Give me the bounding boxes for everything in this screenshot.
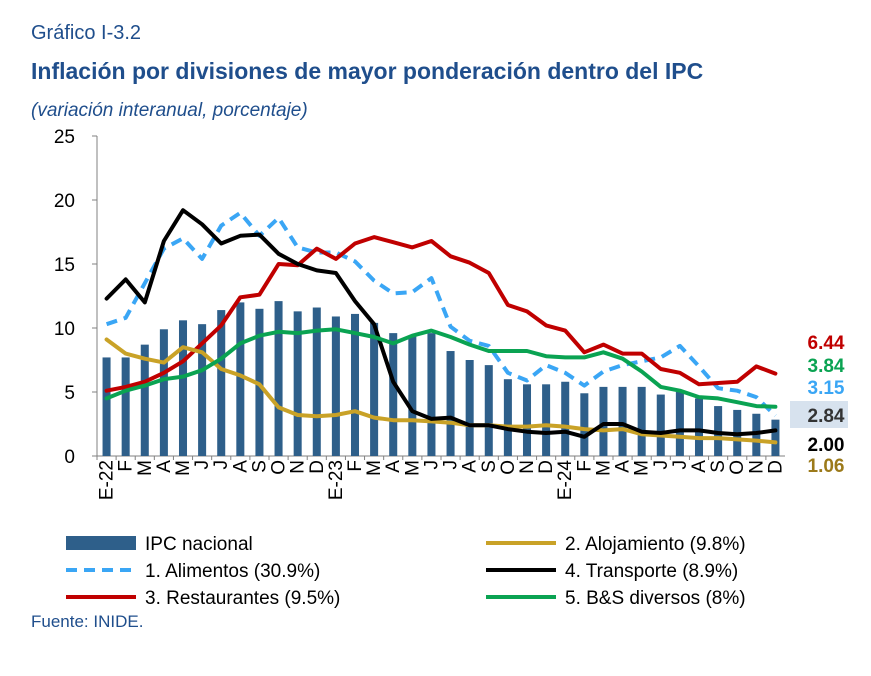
bar: [446, 351, 455, 456]
legend-label: IPC nacional: [145, 534, 253, 555]
series-line: [104, 337, 778, 445]
x-tick-label: N: [746, 460, 767, 474]
chart-subtitle: (variación interanual, porcentaje): [31, 100, 308, 121]
bar: [408, 335, 417, 456]
x-tick-label: A: [460, 460, 481, 473]
legend-label: 3. Restaurantes (9.5%): [145, 588, 340, 609]
x-tick-label: J: [670, 460, 691, 470]
legend-swatch: [66, 536, 136, 550]
series-line: [104, 235, 778, 393]
bar: [121, 357, 130, 456]
x-tick-label: E-24: [555, 460, 576, 501]
bar: [618, 386, 627, 456]
bar: [198, 324, 207, 456]
bar: [293, 311, 302, 456]
bar: [389, 333, 398, 456]
chart-title: Inflación por divisiones de mayor ponder…: [31, 58, 704, 84]
x-tick-label: M: [593, 460, 614, 476]
bar: [427, 333, 436, 456]
bar: [274, 301, 283, 456]
x-tick-label: A: [383, 460, 404, 473]
x-tick-label: A: [613, 460, 634, 473]
series-line: [104, 327, 778, 409]
end-value-label: 3.15: [808, 378, 845, 399]
x-tick-label: F: [574, 460, 595, 472]
bar: [236, 302, 245, 456]
x-tick-label: M: [364, 460, 385, 476]
x-tick-label: A: [230, 460, 251, 473]
bar: [656, 394, 665, 456]
x-tick-label: N: [517, 460, 538, 474]
y-tick-label: 5: [64, 383, 75, 404]
x-tick-label: A: [154, 460, 175, 473]
x-tick-label: M: [632, 460, 653, 476]
bar: [331, 316, 340, 456]
y-tick-label: 10: [54, 319, 75, 340]
bar: [503, 379, 512, 456]
x-tick-label: J: [211, 460, 232, 470]
bar: [522, 384, 532, 456]
bar: [159, 329, 168, 456]
x-tick-label: S: [249, 460, 270, 473]
bar: [675, 392, 684, 456]
bar: [178, 320, 188, 456]
series-line: [105, 210, 777, 418]
x-tick-label: D: [536, 460, 557, 474]
y-tick-label: 20: [54, 191, 75, 212]
legend-label: 1. Alimentos (30.9%): [145, 561, 320, 582]
y-tick-label: 25: [54, 127, 75, 148]
x-tick-label: F: [116, 460, 137, 472]
x-tick-label: E-22: [97, 460, 118, 500]
x-tick-label: N: [288, 460, 309, 474]
x-tick-label: A: [689, 460, 710, 473]
end-value-label: 2.00: [808, 435, 845, 456]
y-tick-label: 0: [64, 447, 75, 468]
source-note: Fuente: INIDE.: [31, 612, 144, 631]
bar: [370, 322, 379, 456]
bar: [312, 307, 321, 456]
end-value-label: 6.44: [808, 333, 845, 354]
bar: [465, 360, 474, 456]
bar: [140, 344, 149, 456]
bar: [771, 419, 780, 456]
end-value-label: 2.84: [808, 406, 845, 427]
x-tick-label: M: [173, 460, 194, 476]
bar: [580, 393, 589, 456]
x-tick-label: F: [345, 460, 366, 472]
legend-label: 5. B&S diversos (8%): [565, 588, 746, 609]
chart-label: Gráfico I-3.2: [31, 22, 142, 44]
end-value-label: 1.06: [808, 456, 845, 477]
x-tick-label: S: [708, 460, 729, 473]
bar: [484, 365, 493, 456]
x-tick-label: J: [421, 460, 442, 470]
x-tick-label: M: [402, 460, 423, 476]
x-tick-label: S: [479, 460, 500, 473]
y-tick-label: 15: [54, 255, 75, 276]
end-value-label: 3.84: [808, 356, 845, 377]
x-tick-label: D: [307, 460, 328, 474]
bar: [217, 310, 226, 456]
bar: [599, 386, 608, 456]
x-tick-label: M: [135, 460, 156, 476]
legend-label: 4. Transporte (8.9%): [565, 561, 738, 582]
bar: [637, 386, 646, 456]
x-tick-label: J: [441, 460, 462, 470]
x-tick-label: J: [192, 460, 213, 470]
x-tick-label: J: [651, 460, 672, 470]
bar: [561, 381, 570, 456]
x-tick-label: E-23: [326, 460, 347, 500]
bar: [102, 357, 111, 456]
x-tick-label: D: [765, 460, 786, 474]
series-line: [104, 208, 778, 439]
x-tick-label: O: [498, 460, 519, 475]
legend-label: 2. Alojamiento (9.8%): [565, 534, 746, 555]
bar: [350, 313, 360, 456]
bar: [694, 398, 704, 456]
bar: [542, 384, 551, 456]
end-label-box: [790, 401, 848, 428]
x-tick-label: O: [727, 460, 748, 475]
x-tick-label: O: [269, 460, 290, 475]
